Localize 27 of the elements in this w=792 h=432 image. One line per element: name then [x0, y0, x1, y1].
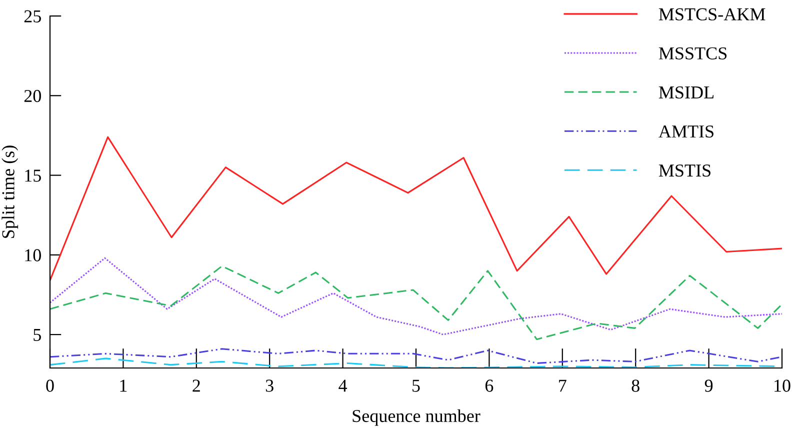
legend-label: MSTIS: [658, 164, 710, 177]
legend-label: MSIDL: [658, 86, 714, 99]
y-tick-label: 20: [24, 90, 41, 102]
line-series: [50, 257, 782, 336]
line-series: [50, 136, 782, 282]
y-tick-label: 25: [24, 10, 41, 22]
x-tick-label: 8: [632, 380, 640, 392]
x-tick-label: 1: [120, 380, 127, 392]
x-tick-label: 0: [46, 380, 54, 392]
x-axis-title: Sequence number: [352, 409, 480, 426]
x-tick-label: 4: [338, 380, 348, 392]
x-tick-label: 3: [266, 380, 274, 392]
x-tick-label: 2: [192, 380, 200, 392]
x-tick-label: 7: [559, 380, 566, 392]
line-series: [50, 348, 782, 364]
legend-label: AMTIS: [658, 125, 714, 138]
x-tick-label: 9: [704, 380, 713, 392]
legend-label: MSTCS-AKM: [658, 8, 766, 20]
x-tick-label: 5: [412, 380, 420, 392]
y-axis-title: Split time (s): [2, 146, 18, 238]
y-tick-label: 5: [34, 328, 41, 341]
y-tick-label: 15: [25, 170, 41, 182]
y-tick-label: 10: [25, 249, 41, 262]
x-tick-label: 6: [485, 380, 494, 392]
line-series: [50, 265, 782, 340]
legend-label: MSSTCS: [658, 47, 727, 60]
x-tick-label: 10: [774, 380, 790, 392]
